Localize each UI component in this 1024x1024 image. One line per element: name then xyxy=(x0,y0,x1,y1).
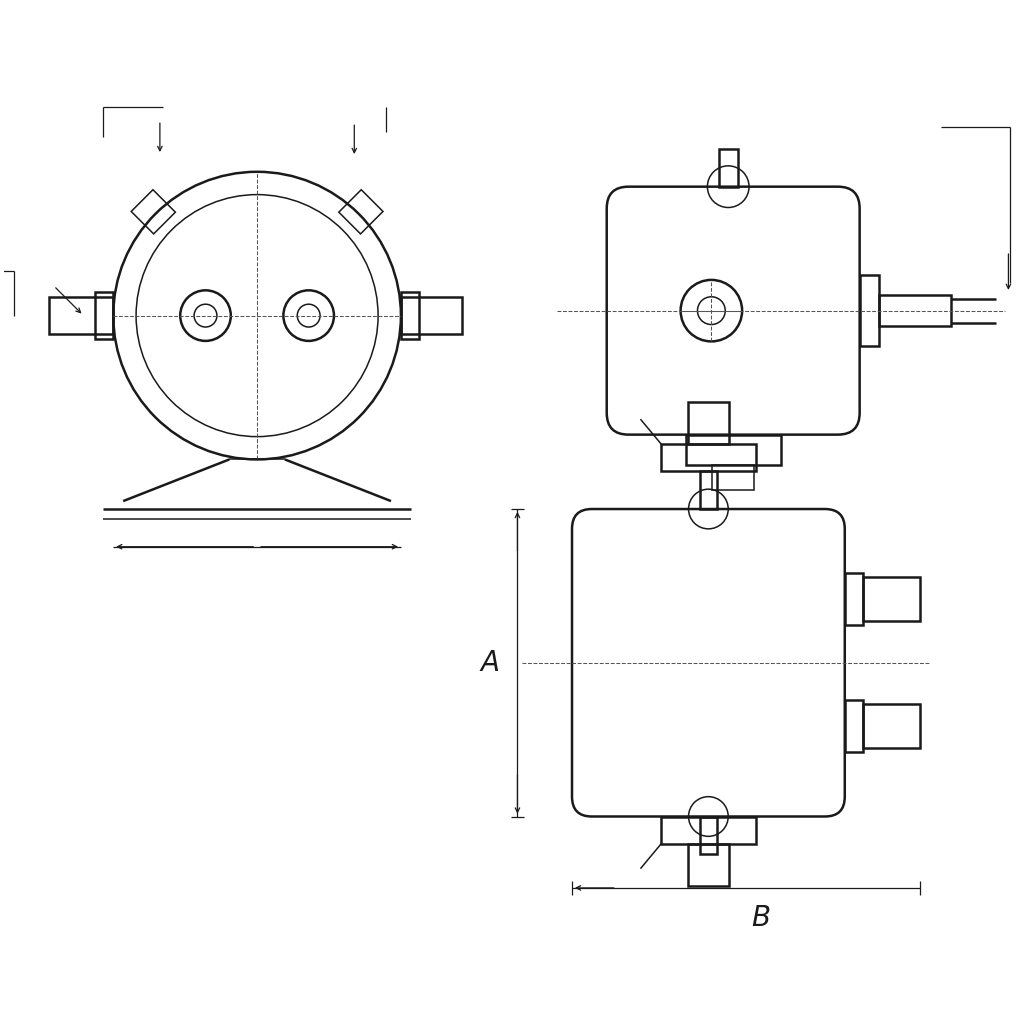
Bar xyxy=(687,844,729,886)
Bar xyxy=(845,700,862,752)
Bar xyxy=(687,401,729,443)
Bar xyxy=(686,434,780,465)
Bar xyxy=(845,573,862,625)
Bar xyxy=(95,292,114,339)
Text: A: A xyxy=(480,649,499,677)
Bar xyxy=(862,705,921,749)
Bar xyxy=(719,148,737,186)
Bar xyxy=(401,292,419,339)
Bar xyxy=(660,443,756,471)
Bar xyxy=(699,471,717,509)
Bar xyxy=(401,297,463,335)
Bar xyxy=(859,275,880,346)
Bar xyxy=(862,578,921,622)
Bar xyxy=(699,816,717,854)
Text: B: B xyxy=(752,903,770,932)
Bar xyxy=(49,297,114,335)
Bar xyxy=(660,816,756,844)
Bar xyxy=(880,295,951,326)
Bar xyxy=(713,465,754,490)
